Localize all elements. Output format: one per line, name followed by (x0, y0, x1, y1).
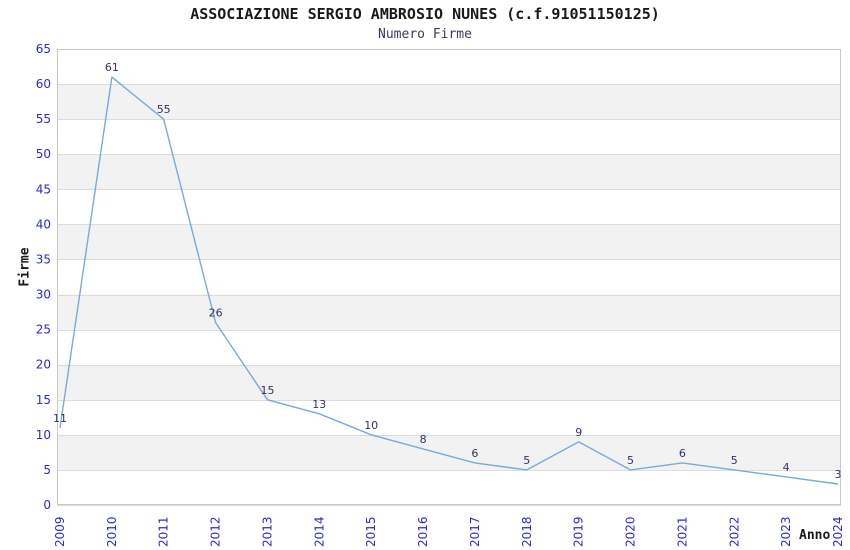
x-tick-label: 2018 (520, 516, 534, 547)
point-label: 10 (364, 419, 378, 432)
x-tick-label: 2022 (727, 516, 741, 547)
point-label: 5 (627, 454, 634, 467)
x-tick-label: 2019 (572, 516, 586, 547)
chart-title: ASSOCIAZIONE SERGIO AMBROSIO NUNES (c.f.… (190, 5, 660, 23)
point-label: 6 (679, 447, 686, 460)
y-tick-label: 55 (36, 112, 51, 126)
x-tick-label: 2021 (675, 516, 689, 547)
x-tick-label: 2020 (624, 516, 638, 547)
y-tick-label: 40 (36, 217, 51, 231)
point-label: 13 (312, 398, 326, 411)
plot-bands (57, 84, 841, 470)
point-label: 8 (420, 433, 427, 446)
point-label: 6 (471, 447, 478, 460)
x-tick-label: 2017 (468, 516, 482, 547)
y-tick-labels: 0 5 10 15 20 25 30 35 40 45 50 55 60 65 (36, 42, 51, 512)
plot-border (57, 49, 841, 505)
gridlines (57, 49, 841, 506)
point-label: 55 (157, 103, 171, 116)
x-axis-title: Anno (799, 528, 831, 543)
point-label: 5 (731, 454, 738, 467)
x-tick-label: 2009 (53, 516, 67, 547)
point-label: 15 (261, 384, 275, 397)
point-label: 26 (209, 307, 223, 320)
y-tick-label: 60 (36, 77, 51, 91)
point-label: 4 (783, 461, 790, 474)
y-tick-label: 30 (36, 288, 51, 302)
point-label: 11 (53, 412, 67, 425)
x-tick-label: 2016 (416, 516, 430, 547)
x-tick-label: 2012 (209, 516, 223, 547)
point-label: 9 (575, 426, 582, 439)
series-line (59, 76, 839, 485)
point-label: 5 (523, 454, 530, 467)
y-tick-label: 45 (36, 182, 51, 196)
y-tick-label: 20 (36, 358, 51, 372)
y-tick-label: 65 (36, 42, 51, 56)
x-tick-label: 2024 (831, 516, 845, 547)
y-tick-label: 35 (36, 253, 51, 267)
x-tick-label: 2015 (364, 516, 378, 547)
y-tick-label: 25 (36, 323, 51, 337)
x-tick-label: 2010 (105, 516, 119, 547)
y-tick-label: 50 (36, 147, 51, 161)
point-labels: 11 61 55 26 15 13 10 8 6 5 9 5 6 5 4 3 (53, 61, 842, 481)
x-tick-label: 2023 (779, 516, 793, 547)
point-label: 3 (835, 468, 842, 481)
point-label: 61 (105, 61, 119, 74)
chart-subtitle: Numero Firme (378, 27, 472, 42)
y-tick-label: 5 (43, 463, 51, 477)
y-tick-label: 10 (36, 428, 51, 442)
y-tick-label: 0 (43, 498, 51, 512)
x-tick-label: 2014 (312, 516, 326, 547)
y-tick-label: 15 (36, 393, 51, 407)
x-tick-label: 2013 (261, 516, 275, 547)
x-tick-label: 2011 (157, 516, 171, 547)
x-tick-labels: 2009 2010 2011 2012 2013 2014 2015 2016 2017 2018… (53, 516, 845, 547)
